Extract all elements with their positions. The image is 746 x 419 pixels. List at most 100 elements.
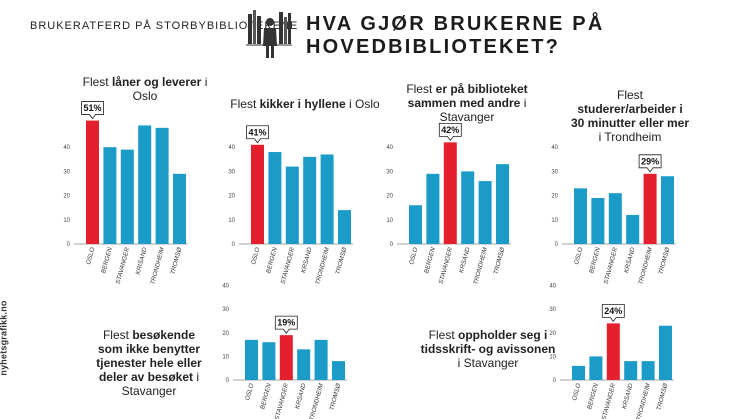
bar-bergen [591,198,605,244]
y-tick-label: 40 [228,145,235,151]
y-tick-label: 10 [386,218,393,224]
y-tick-label: 0 [232,242,236,248]
category-label: STAVANGER [280,246,297,285]
category-label: KRSAND [623,246,637,274]
y-tick-label: 0 [553,378,557,384]
y-tick-label: 20 [551,194,558,200]
category-label: OSLO [573,247,584,266]
bar-tromsø [173,173,186,244]
bar-stavanger [120,149,134,244]
category-label: STAVANGER [274,382,291,419]
bar-stavanger [279,335,293,380]
callout-value: 41% [248,127,266,137]
main-headline: HVA GJØR BRUKERNE PÅ HOVEDBIBLIOTEKET? [306,13,605,58]
category-label: OSLO [250,247,261,266]
y-tick-label: 30 [386,169,393,175]
bar-tromsø [661,176,674,244]
y-tick-label: 0 [555,242,559,248]
panel-title-5: Flest besøkende som ikke benytter tjenes… [96,328,202,398]
callout-box [438,122,462,142]
category-label: BERGEN [423,246,437,274]
bar-tromsø [338,210,351,244]
y-tick-label: 40 [386,145,393,151]
y-tick-label: 30 [63,169,70,175]
library-books-icon [246,10,292,58]
category-label: OSLO [408,247,419,266]
bar-oslo [86,120,99,244]
y-tick-label: 30 [222,307,229,313]
callout-value: 42% [441,125,459,135]
category-label: TRONDHEIM [308,382,325,419]
callout-box [81,101,104,120]
callout-box [274,315,298,334]
bar-tromsø [332,361,345,380]
bar-bergen [426,173,440,244]
category-label: TRONDHEIM [637,246,654,285]
callout-box [638,154,662,173]
category-label: TRONDHEIM [635,382,652,419]
y-tick-label: 0 [67,242,71,248]
category-label: BERGEN [588,246,602,274]
y-tick-label: 30 [549,307,556,313]
category-label: TRONDHEIM [314,246,331,285]
bar-krsand [461,171,475,244]
y-tick-label: 10 [549,354,556,360]
category-label: STAVANGER [603,246,620,285]
bar-trondheim [155,127,169,244]
y-tick-label: 30 [551,169,558,175]
bar-stavanger [608,193,622,244]
category-label: OSLO [571,383,582,402]
category-label: KRSAND [621,382,635,410]
callout-box [601,303,625,323]
category-label: BERGEN [586,382,600,410]
bar-trondheim [478,181,492,244]
category-label: BERGEN [259,382,273,410]
bar-bergen [262,342,276,380]
y-tick-label: 20 [222,331,229,337]
category-label: STAVANGER [601,382,618,419]
category-label: OSLO [85,247,96,266]
bar-krsand [626,214,640,244]
bar-bergen [103,147,117,244]
y-tick-label: 10 [228,218,235,224]
y-tick-label: 20 [386,194,393,200]
category-label: TROMSØ [329,382,343,412]
callout-box [246,125,269,144]
bar-stavanger [443,142,457,244]
bar-krsand [303,156,317,244]
y-tick-label: 10 [551,218,558,224]
category-label: BERGEN [265,246,279,274]
category-label: KRISAND [135,246,149,275]
y-tick-label: 20 [228,194,235,200]
panel-title-2: Flest kikker i hyllene i Oslo [230,97,380,111]
y-tick-label: 40 [222,284,229,290]
y-tick-label: 10 [63,218,70,224]
panel-title-3: Flest er på biblioteket sammen med andre… [406,82,528,124]
bar-trondheim [314,339,328,380]
bar-oslo [574,188,587,244]
callout-value: 19% [277,318,295,328]
bar-tromsø [496,164,509,244]
bar-oslo [251,144,264,244]
bar-bergen [589,356,603,380]
callout-value: 24% [604,306,622,316]
bar-stavanger [285,166,299,244]
category-label: TRONDHEIM [149,246,166,285]
panel-title-4: Flest studerer/arbeider i 30 minutter el… [570,88,690,144]
bar-krsand [624,361,638,380]
category-label: KRSAND [458,246,472,274]
y-tick-label: 30 [228,169,235,175]
panel-title-1: Flest låner og leverer i Oslo [82,75,208,103]
category-label: TRONDHEIM [472,246,489,285]
category-label: TROMSØ [658,246,672,276]
bar-oslo [245,339,258,380]
y-tick-label: 10 [222,354,229,360]
panel-title-6: Flest oppholder seg i tidsskrift- og avi… [420,328,556,370]
category-label: TROMSØ [170,246,184,276]
category-label: STAVANGER [438,246,455,285]
category-label: TROMSØ [493,246,507,276]
bar-tromsø [659,325,672,380]
category-label: KRSAND [300,246,314,274]
bar-trondheim [641,361,655,380]
